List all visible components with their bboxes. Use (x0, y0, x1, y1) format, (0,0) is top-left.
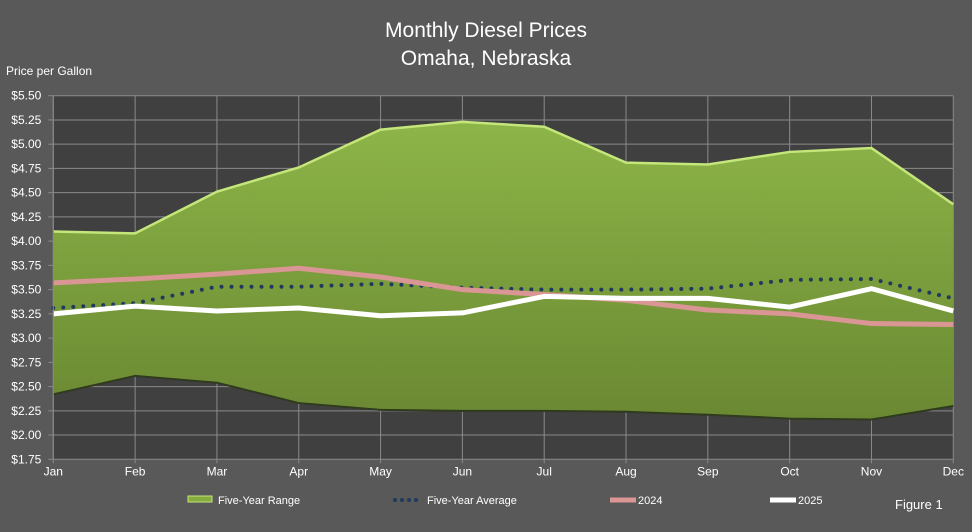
y-tick-label: $3.75 (11, 258, 41, 272)
y-tick-label: $2.75 (11, 355, 41, 369)
x-tick-label: Sep (697, 464, 719, 478)
legend-label: Five-Year Average (427, 495, 517, 507)
y-tick-label: $3.50 (11, 283, 41, 297)
chart-title: Monthly Diesel Prices (385, 19, 587, 42)
x-tick-label: Jul (537, 464, 552, 478)
y-tick-label: $5.00 (11, 137, 41, 151)
x-tick-label: Jun (453, 464, 472, 478)
y-tick-label: $4.75 (11, 161, 41, 175)
series-line-2024 (53, 265, 954, 328)
x-tick-label: Apr (289, 464, 308, 478)
chart-subtitle: Omaha, Nebraska (400, 47, 572, 70)
y-tick-label: $3.25 (11, 307, 41, 321)
five-year-range-area (53, 121, 954, 420)
y-tick-label: $4.50 (11, 186, 41, 200)
five-year-range-high-edge (53, 120, 955, 235)
y-tick-label: $3.00 (11, 331, 41, 345)
x-tick-label: Jan (44, 464, 63, 478)
x-tick-label: Nov (861, 464, 882, 478)
y-axis-label: Price per Gallon (6, 64, 93, 78)
x-tick-label: Aug (615, 464, 636, 478)
y-tick-label: $2.50 (11, 380, 41, 394)
x-tick-label: Mar (207, 464, 228, 478)
y-tick-label: $4.00 (11, 234, 41, 248)
legend-label: Five-Year Range (218, 495, 300, 507)
y-tick-label: $2.25 (11, 404, 41, 418)
figure-label: Figure 1 (895, 497, 943, 512)
y-tick-label: $1.75 (11, 452, 41, 466)
series-line-2025 (53, 286, 954, 319)
legend-swatch-five-year-range (187, 495, 213, 503)
legend-label: 2024 (638, 495, 662, 507)
x-tick-label: May (369, 464, 392, 478)
y-tick-label: $4.25 (11, 210, 41, 224)
y-tick-label: $2.00 (11, 428, 41, 442)
legend-label: 2025 (798, 495, 822, 507)
y-tick-label: $5.25 (11, 113, 41, 127)
x-tick-label: Oct (780, 464, 799, 478)
y-tick-label: $5.50 (11, 89, 41, 103)
series-line-five-year-average (51, 276, 956, 311)
five-year-range-low-edge (53, 374, 954, 421)
x-tick-label: Dec (943, 464, 964, 478)
x-tick-label: Feb (125, 464, 146, 478)
